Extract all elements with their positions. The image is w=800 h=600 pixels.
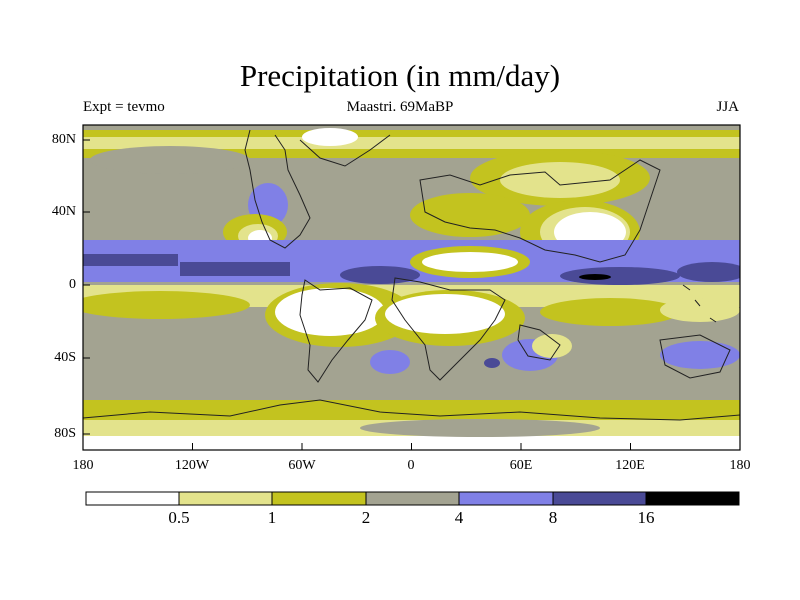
colorbar-label-8: 8: [548, 508, 558, 527]
lat-label-80s: 80S: [54, 426, 76, 441]
lon-label-0: 0: [407, 458, 415, 473]
field-south-indian-dark: [484, 358, 500, 368]
field-australia-yellow: [532, 334, 572, 358]
lat-label-80n: 80N: [51, 132, 76, 147]
field-arctic-white: [302, 128, 358, 146]
field-pacific-dark: [180, 262, 290, 276]
colorbar-label-2: 2: [361, 508, 371, 527]
field-south-pacific-olive: [83, 291, 250, 319]
field-west-pacific-yellow: [660, 298, 740, 322]
coast-australia: [659, 334, 731, 379]
coastlines: [83, 129, 740, 421]
field-south-indian-olive: [540, 298, 680, 326]
coast-india: [517, 324, 561, 361]
field-south-atlantic-blue: [370, 350, 410, 374]
colorbar-bin-4: [458, 491, 554, 506]
field-indian-dark: [560, 267, 680, 285]
colorbar-bin-1: [178, 491, 273, 506]
lat-label-40n: 40N: [51, 204, 76, 219]
field-europe-olive: [410, 193, 530, 237]
field-atlantic-dark: [340, 266, 420, 284]
lon-label-120w: 120W: [174, 458, 210, 473]
field-east-pacific-dark: [83, 254, 178, 266]
precipitation-field: [83, 125, 740, 450]
experiment-label: Expt = tevmo: [83, 99, 165, 115]
lon-label-60w: 60W: [288, 458, 316, 473]
lon-label-60e: 60E: [509, 458, 533, 473]
axis-ticks: [82, 139, 741, 450]
coast-greenland: [299, 134, 391, 167]
field-south-pacific-blue: [660, 341, 740, 369]
colorbar-label-1: 1: [267, 508, 277, 527]
field-north-pacific-gray: [90, 146, 250, 174]
coast-africa: [391, 277, 506, 381]
colorbar-label-4: 4: [454, 508, 464, 527]
colorbar-bin-3: [365, 491, 460, 506]
field-sahara-white: [422, 252, 518, 272]
coast-north-america: [244, 129, 311, 249]
coast-antarctica: [83, 399, 740, 421]
coast-south-america: [299, 279, 373, 383]
map-title: Precipitation (in mm/day): [239, 58, 561, 93]
colorbar-bin-0: [85, 491, 180, 506]
field-west-pacific-dark: [677, 262, 740, 282]
field-south-storm-olive: [83, 400, 740, 420]
coast-eurasia: [419, 159, 661, 263]
lon-label-120e: 120E: [615, 458, 645, 473]
colorbar-bin-2: [271, 491, 367, 506]
colorbar-label-0-5: 0.5: [168, 508, 190, 527]
lon-label-180w: 180: [72, 458, 94, 473]
field-siberia-yellow: [500, 162, 620, 198]
lat-label-0: 0: [69, 277, 76, 292]
field-samerica-white: [275, 288, 385, 336]
colorbar-label-16: 16: [637, 508, 655, 527]
lon-label-180e: 180: [729, 458, 751, 473]
colorbar-bin-5: [552, 491, 647, 506]
colorbar-bin-6: [645, 491, 740, 506]
period-label: Maastri. 69MaBP: [346, 99, 454, 115]
field-antarctic-gray: [360, 419, 600, 437]
coast-east-pacific-islands: [682, 284, 717, 323]
field-indian-black: [579, 274, 611, 280]
lat-label-40s: 40S: [54, 350, 76, 365]
colorbar: [85, 491, 740, 506]
field-africa-white: [385, 294, 505, 334]
season-label: JJA: [716, 99, 739, 115]
